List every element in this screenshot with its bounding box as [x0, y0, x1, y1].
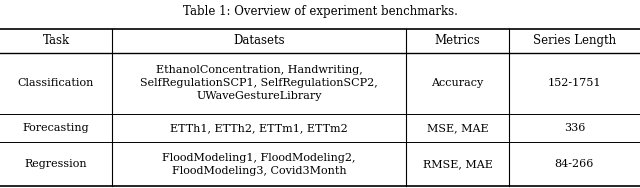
Text: Task: Task	[42, 34, 70, 47]
Text: Table 1: Overview of experiment benchmarks.: Table 1: Overview of experiment benchmar…	[182, 5, 458, 18]
Text: Classification: Classification	[18, 78, 94, 88]
Text: EthanolConcentration, Handwriting,
SelfRegulationSCP1, SelfRegulationSCP2,
UWave: EthanolConcentration, Handwriting, SelfR…	[140, 65, 378, 101]
Text: FloodModeling1, FloodModeling2,
FloodModeling3, Covid3Month: FloodModeling1, FloodModeling2, FloodMod…	[163, 153, 356, 176]
Text: MSE, MAE: MSE, MAE	[427, 123, 488, 133]
Text: 336: 336	[564, 123, 585, 133]
Text: ETTh1, ETTh2, ETTm1, ETTm2: ETTh1, ETTh2, ETTm1, ETTm2	[170, 123, 348, 133]
Text: 152-1751: 152-1751	[548, 78, 601, 88]
Text: 84-266: 84-266	[555, 159, 594, 169]
Text: Forecasting: Forecasting	[22, 123, 90, 133]
Text: RMSE, MAE: RMSE, MAE	[422, 159, 493, 169]
Text: Regression: Regression	[25, 159, 87, 169]
Text: Series Length: Series Length	[533, 34, 616, 47]
Text: Datasets: Datasets	[234, 34, 285, 47]
Text: Metrics: Metrics	[435, 34, 481, 47]
Text: Accuracy: Accuracy	[431, 78, 484, 88]
